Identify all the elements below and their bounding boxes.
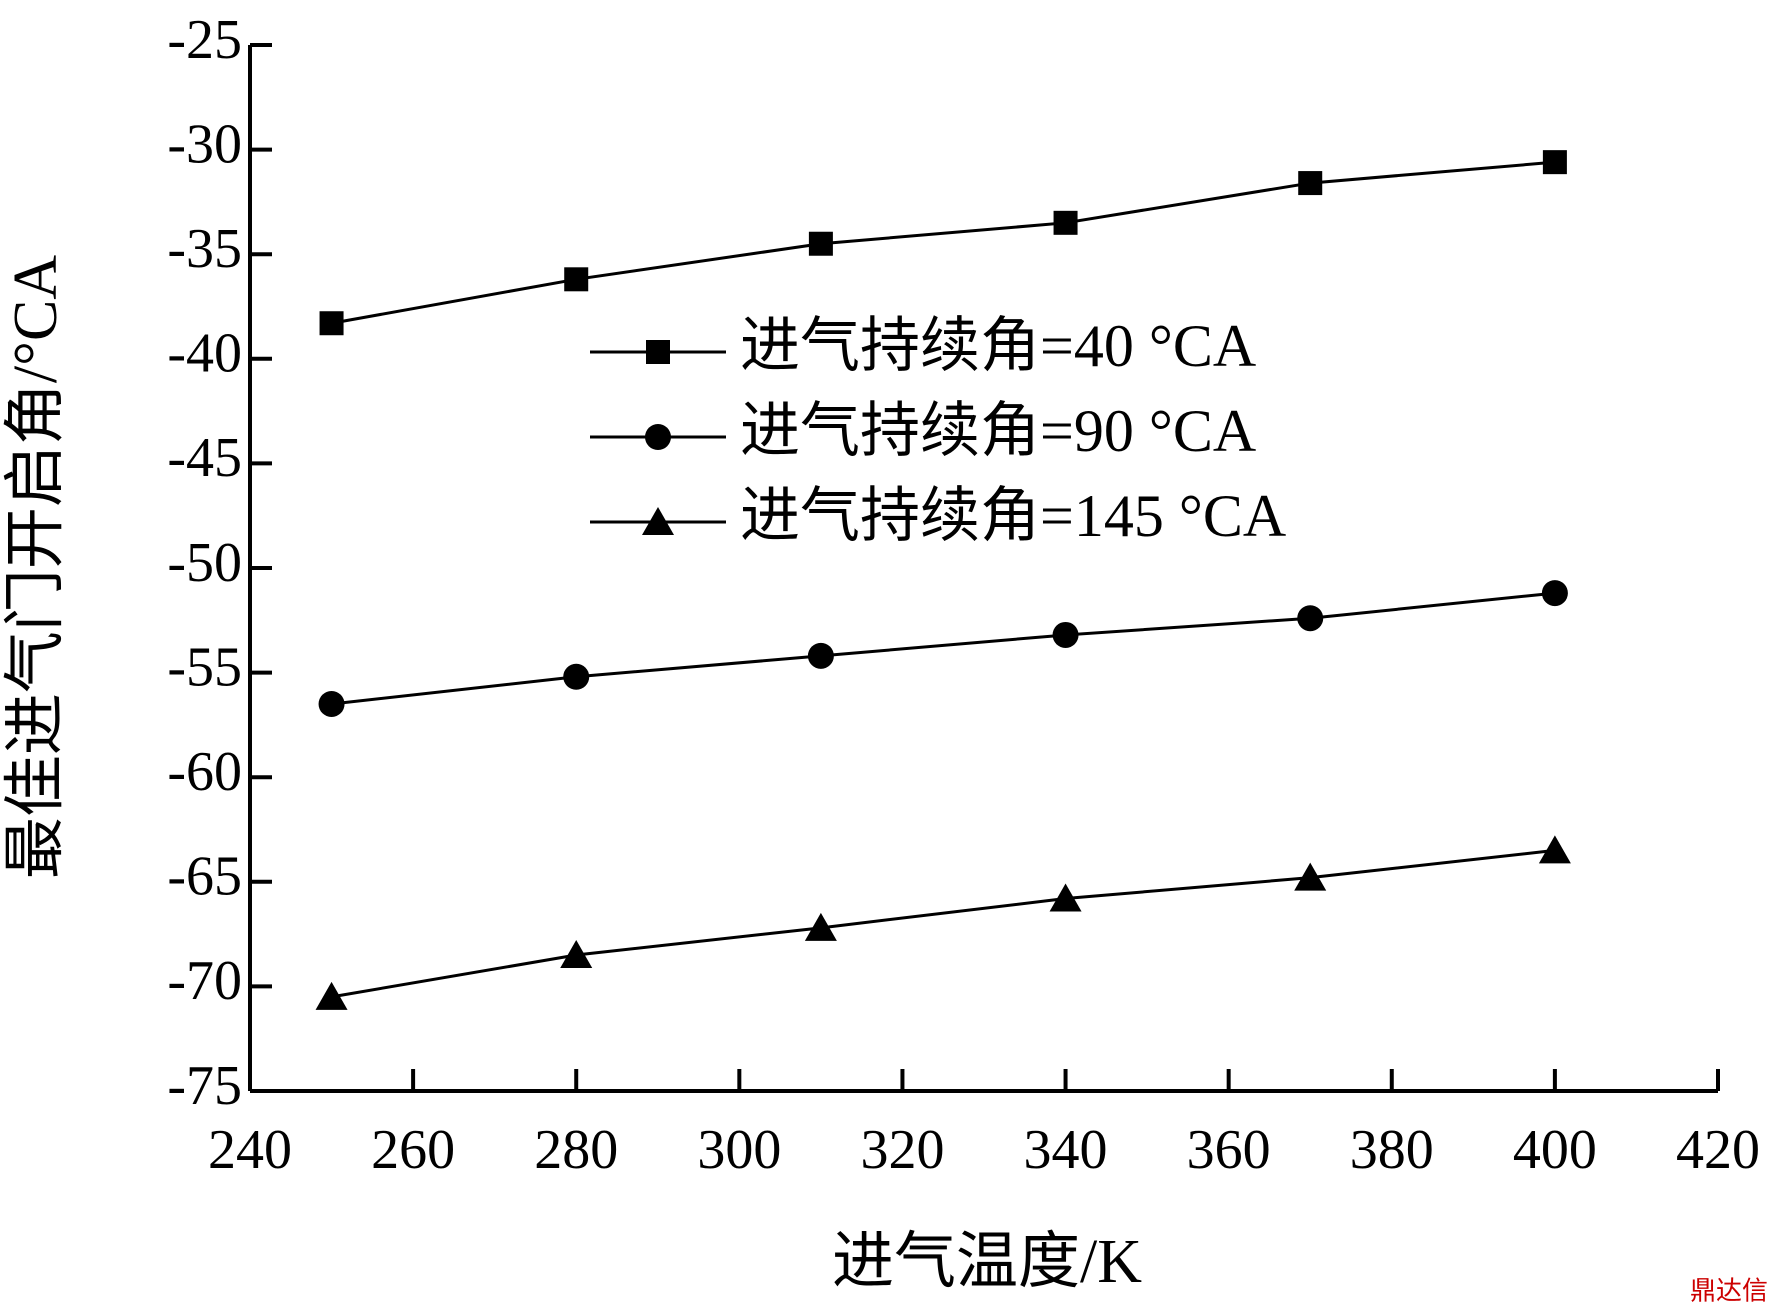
data-point xyxy=(1541,580,1568,607)
x-tick-label: 400 xyxy=(1513,1119,1597,1181)
legend-label: 进气持续角=90 °CA xyxy=(740,398,1256,464)
data-point xyxy=(804,912,837,941)
legend-label: 进气持续角=40 °CA xyxy=(740,313,1256,379)
y-tick-label: -75 xyxy=(167,1055,242,1117)
data-point xyxy=(315,981,348,1010)
series-line xyxy=(331,591,1556,706)
data-point xyxy=(1538,835,1571,864)
y-tick-label: -25 xyxy=(167,9,242,71)
data-point xyxy=(1294,862,1327,891)
y-tick-label: -60 xyxy=(167,741,242,803)
data-point xyxy=(560,940,593,969)
data-point xyxy=(1052,621,1079,648)
y-tick-label: -45 xyxy=(167,427,242,489)
x-tick-label: 260 xyxy=(371,1119,455,1181)
legend-label: 进气持续角=145 °CA xyxy=(740,483,1286,549)
legend-marker xyxy=(646,340,670,364)
y-tick-label: -40 xyxy=(167,323,242,385)
data-point xyxy=(808,231,833,256)
data-point xyxy=(1297,605,1324,632)
data-point xyxy=(1053,210,1078,235)
y-tick-label: -65 xyxy=(167,846,242,908)
data-point xyxy=(564,267,589,292)
y-tick-label: -70 xyxy=(167,950,242,1012)
data-point xyxy=(1298,171,1323,196)
series-line xyxy=(331,848,1556,999)
data-point xyxy=(563,663,590,690)
x-tick-label: 280 xyxy=(534,1119,618,1181)
data-point xyxy=(319,311,344,336)
y-tick-label: -35 xyxy=(167,218,242,280)
y-tick-label: -55 xyxy=(167,636,242,698)
x-axis-label: 进气温度/K xyxy=(832,1228,1142,1296)
x-tick-label: 380 xyxy=(1350,1119,1434,1181)
y-tick-label: -30 xyxy=(167,113,242,175)
x-tick-label: 340 xyxy=(1024,1119,1108,1181)
y-tick-label: -50 xyxy=(167,532,242,594)
watermark: 鼎达信 xyxy=(1690,1277,1768,1307)
x-tick-label: 320 xyxy=(860,1119,944,1181)
x-tick-label: 300 xyxy=(697,1119,781,1181)
legend-marker xyxy=(642,507,674,535)
legend-marker xyxy=(645,424,671,450)
data-point xyxy=(807,642,834,669)
data-point xyxy=(318,690,345,717)
data-point xyxy=(1049,883,1082,912)
x-tick-label: 360 xyxy=(1187,1119,1271,1181)
data-point xyxy=(1542,150,1567,175)
x-tick-label: 420 xyxy=(1676,1119,1760,1181)
y-axis-label: 最佳进气门开启角/°CA xyxy=(2,255,70,879)
series-line xyxy=(331,160,1556,325)
x-tick-label: 240 xyxy=(208,1119,292,1181)
